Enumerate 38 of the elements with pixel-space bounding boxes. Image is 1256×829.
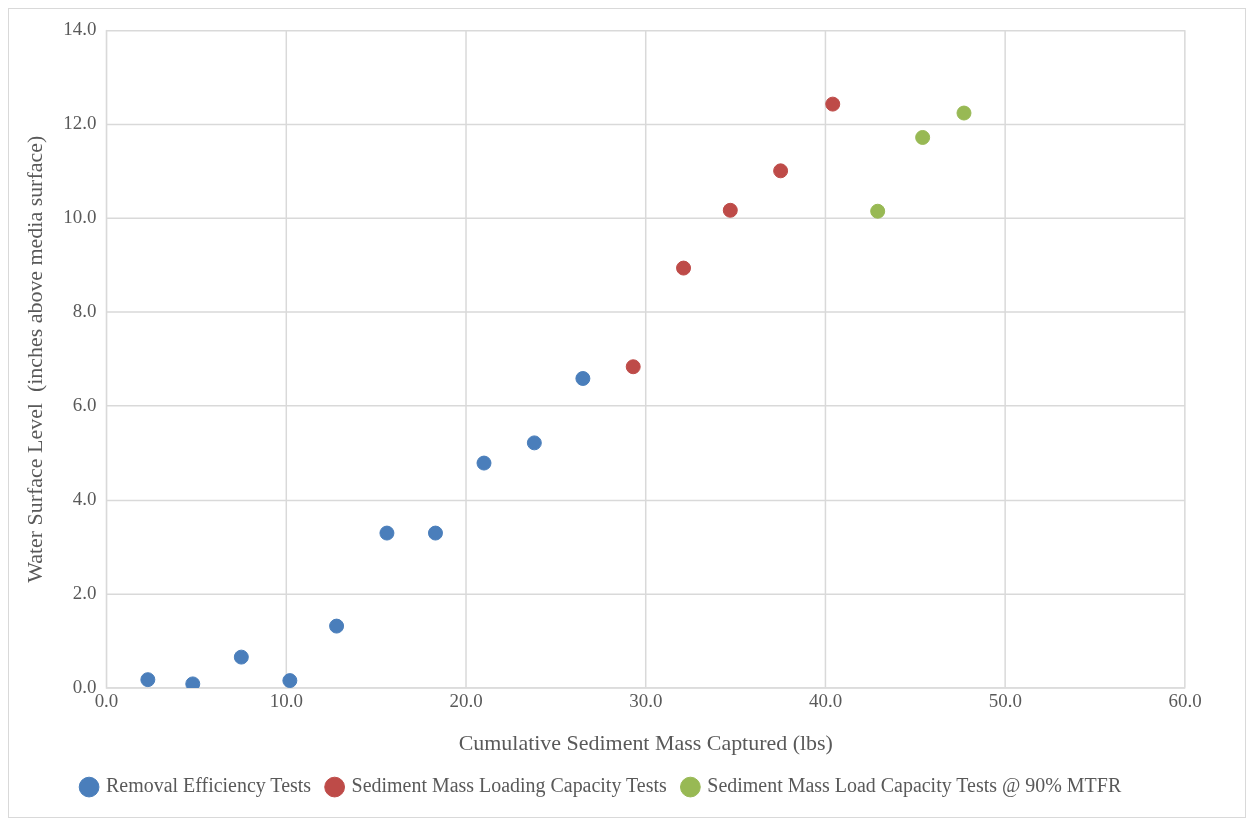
- point: [773, 163, 789, 179]
- x-tick-label: 50.0: [988, 690, 1022, 712]
- point: [282, 673, 298, 689]
- x-tick-label: 30.0: [629, 690, 663, 712]
- point: [427, 525, 443, 541]
- y-tick-label: 12.0: [63, 112, 97, 134]
- point: [185, 676, 201, 689]
- y-tick-label: 14.0: [63, 18, 97, 40]
- x-tick-label: 60.0: [1168, 690, 1202, 712]
- point: [825, 96, 841, 112]
- point: [140, 672, 156, 688]
- x-tick-label: 20.0: [449, 690, 483, 712]
- point: [676, 260, 692, 276]
- x-axis-title: Cumulative Sediment Mass Captured (lbs): [458, 729, 833, 755]
- point: [915, 129, 931, 145]
- point: [329, 618, 345, 634]
- legend-label: Sediment Mass Loading Capacity Tests: [351, 774, 667, 798]
- y-tick-label: 0.0: [72, 676, 97, 698]
- point: [575, 371, 591, 386]
- point: [956, 105, 972, 121]
- x-tick-label: 10.0: [269, 690, 303, 712]
- legend-label: Removal Efficiency Tests: [106, 774, 312, 798]
- point: [722, 202, 738, 218]
- point: [625, 359, 641, 375]
- y-axis-title: Water Surface Level (inches above media surface): [21, 135, 47, 583]
- y-tick-label: 2.0: [72, 582, 97, 604]
- y-tick-label: 8.0: [72, 300, 97, 322]
- point: [526, 435, 542, 451]
- y-tick-label: 10.0: [63, 206, 97, 228]
- point: [379, 525, 395, 541]
- point: [870, 203, 886, 219]
- y-tick-label: 6.0: [72, 394, 97, 416]
- y-tick-label: 4.0: [72, 488, 97, 510]
- legend-label: Sediment Mass Load Capacity Tests @ 90% MTFR: [707, 774, 1122, 798]
- x-tick-label: 40.0: [808, 690, 843, 712]
- point: [233, 649, 249, 665]
- point: [476, 455, 492, 471]
- x-tick-label: 0.0: [94, 690, 119, 712]
